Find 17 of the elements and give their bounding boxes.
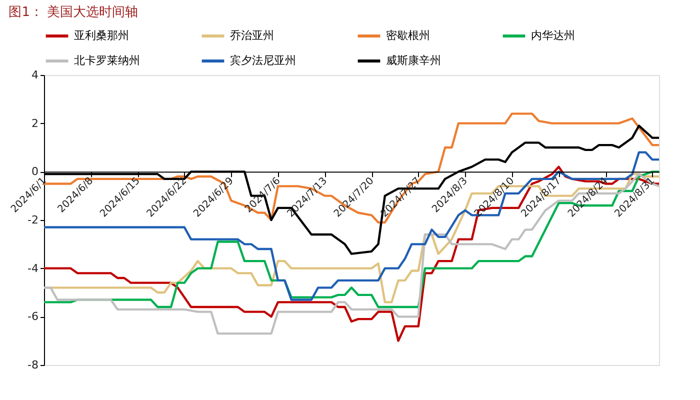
legend-label: 北卡罗莱纳州: [74, 54, 140, 67]
y-tick-label: 2: [32, 116, 38, 130]
legend-label: 宾夕法尼亚州: [230, 54, 296, 67]
legend-label: 亚利桑那州: [74, 29, 129, 42]
legend-label: 乔治亚州: [230, 29, 274, 42]
y-tick-label: -8: [28, 358, 38, 372]
y-tick-label: -2: [28, 214, 38, 226]
legend-label: 内华达州: [531, 29, 575, 42]
y-tick-label: -6: [28, 310, 38, 324]
y-tick-label: 0: [32, 165, 38, 178]
legend-label: 密歇根州: [386, 29, 430, 42]
y-tick-label: -4: [28, 262, 38, 275]
line-series: [44, 112, 659, 224]
chart-title: 图1： 美国大选时间轴: [8, 4, 138, 20]
line-series: [44, 151, 659, 301]
y-tick-label: 4: [32, 68, 38, 82]
legend-label: 威斯康辛州: [386, 54, 441, 67]
